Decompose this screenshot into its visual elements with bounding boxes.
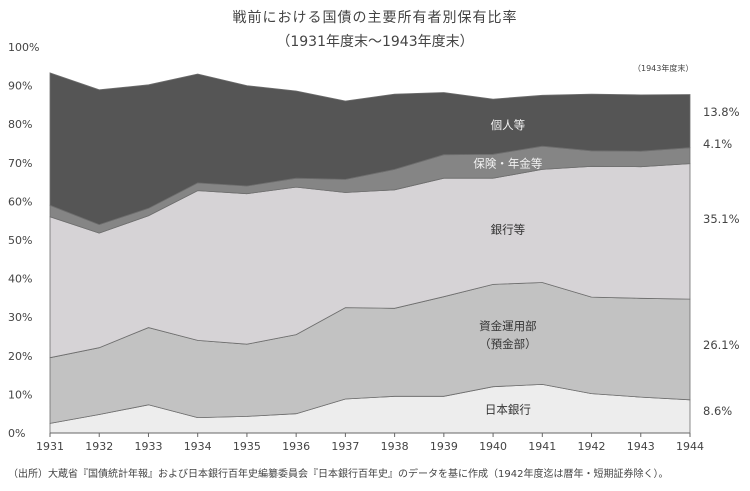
x-tick-label: 1933 — [134, 440, 162, 453]
share-label: 26.1% — [703, 338, 740, 352]
x-tick-label: 1931 — [36, 440, 64, 453]
area-label: 資金運用部 — [479, 319, 537, 333]
y-tick-label: 80% — [8, 118, 32, 131]
x-tick-label: 1941 — [528, 440, 556, 453]
axes: 0% 10% 20% 30% 40% 50% 60% 70% 80% 90% 100% 1931 193… — [8, 41, 704, 453]
x-tick-label: 1944 — [676, 440, 704, 453]
area-label: 保険・年金等 — [473, 157, 542, 171]
area-label: 銀行等 — [491, 223, 526, 237]
y-tick-label: 70% — [8, 157, 32, 170]
x-tick-label: 1939 — [430, 440, 458, 453]
x-tick-label: 1935 — [233, 440, 261, 453]
area-label: （預金部） — [479, 337, 537, 351]
share-label: 8.6% — [703, 404, 732, 418]
x-tick-label: 1932 — [85, 440, 113, 453]
share-label: 35.1% — [703, 212, 740, 226]
area-individuals — [49, 72, 691, 226]
chart-title: 戦前における国債の主要所有者別保有比率 — [232, 10, 518, 26]
y-tick-label: 40% — [8, 273, 32, 286]
x-tick-label: 1940 — [479, 440, 507, 453]
share-label: 4.1% — [703, 137, 732, 151]
area-label: 日本銀行 — [485, 402, 531, 416]
chart-subtitle: （1931年度末〜1943年度末） — [276, 34, 474, 50]
x-tick-label: 1937 — [331, 440, 359, 453]
x-tick-label: 1934 — [184, 440, 212, 453]
x-tick-label: 1943 — [627, 440, 655, 453]
year-note: （1943年度末） — [633, 64, 694, 73]
share-label: 13.8% — [703, 105, 740, 119]
y-tick-label: 30% — [8, 311, 32, 324]
y-tick-label: 20% — [8, 350, 32, 363]
x-tick-label: 1942 — [578, 440, 606, 453]
x-tick-label: 1938 — [381, 440, 409, 453]
area-label: 個人等 — [491, 118, 526, 132]
y-tick-label: 100% — [8, 41, 39, 54]
y-tick-label: 90% — [8, 80, 32, 93]
y-tick-label: 50% — [8, 234, 32, 247]
area-layers — [49, 72, 691, 434]
y-tick-label: 10% — [8, 388, 32, 401]
share-labels: 8.6% 26.1% 35.1% 4.1% 13.8% — [703, 105, 740, 418]
x-tick-label: 1936 — [282, 440, 310, 453]
y-tick-label: 0% — [8, 427, 25, 440]
source-note: （出所）大蔵省『国債統計年報』および日本銀行百年史編纂委員会『日本銀行百年史』の… — [8, 469, 669, 480]
y-tick-label: 60% — [8, 195, 32, 208]
